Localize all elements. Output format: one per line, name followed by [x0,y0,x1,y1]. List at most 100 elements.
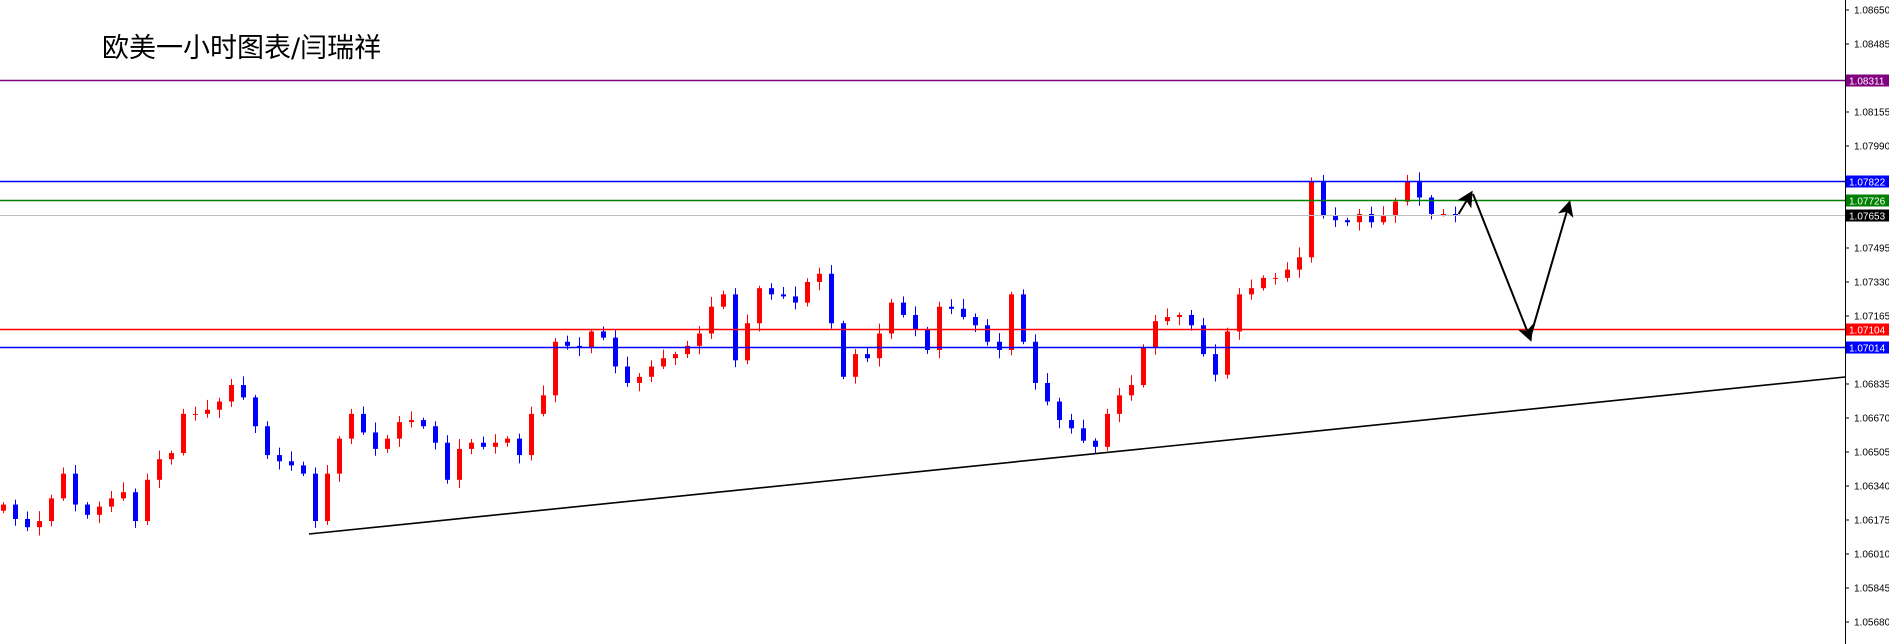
candle-body [889,302,894,334]
bear-candle [913,306,918,337]
candle-body [1117,395,1122,414]
bull-candle [145,473,150,525]
bull-candle [505,436,510,447]
bull-candle [709,296,714,339]
candle-body [1357,214,1362,223]
bull-candle [97,501,102,524]
candle-body [241,385,246,398]
candle-body [1441,214,1446,215]
candle-body [1033,341,1038,383]
bear-candle [1345,217,1350,227]
bull-candle [457,439,462,489]
bear-candle [1081,419,1086,444]
candles-layer [1,172,1458,536]
candle-body [1249,288,1254,295]
candle-body [661,358,666,367]
candle-body [229,385,234,402]
axis-tick-label: 1.07990 [1854,142,1889,153]
candle-body [1345,220,1350,223]
candle-body [25,518,30,528]
bear-candle [613,330,618,374]
candle-body [1273,277,1278,279]
price-axis[interactable]: 1.08650 1.08485 1.08155 1.07990 1.07495 1.073… [1845,6,1889,629]
candle-body [181,413,186,454]
projection-arrow [1472,193,1534,342]
candle-body [61,473,66,499]
candle-body [1285,269,1290,278]
bull-candle [469,439,474,455]
bear-candle [1057,397,1062,429]
bear-candle [829,265,834,329]
candle-body [1021,294,1026,342]
bull-candle [1273,272,1278,285]
bull-candle [349,408,354,444]
level-price-label: 1.07104 [1849,326,1886,337]
candle-body [109,498,114,507]
level-price-label: 1.07726 [1849,197,1886,208]
candle-body [325,473,330,522]
bear-candle [481,436,486,450]
bull-candle [1249,279,1254,300]
bull-candle [193,406,198,421]
bull-candle [1153,314,1158,355]
candle-body [73,473,78,505]
axis-tick-label: 1.06505 [1854,448,1889,459]
candle-body [1153,321,1158,348]
bear-candle [265,421,270,460]
candle-body [217,401,222,410]
axis-tick-label: 1.05845 [1854,584,1889,595]
candle-body [277,455,282,462]
bear-candle [13,499,18,526]
bull-candle [877,323,882,367]
candle-body [361,413,366,433]
candle-body [301,465,306,474]
axis-tick-label: 1.06670 [1854,414,1889,425]
candle-body [733,294,738,361]
candle-body [601,331,606,338]
bull-candle [1285,262,1290,282]
bear-candle [997,333,1002,359]
candle-body [1417,181,1422,198]
candle-body [877,333,882,359]
candle-body [193,413,198,415]
candle-body [949,306,954,309]
chart-title: 欧美一小时图表/闫瑞祥 [102,33,382,64]
bear-candle [961,298,966,320]
bull-candle [217,397,222,418]
candle-body [1177,314,1182,318]
level-price-label: 1.08311 [1849,77,1885,88]
bear-candle [625,356,630,387]
candle-body [1369,214,1374,223]
bull-candle [157,450,162,489]
candle-body [1057,401,1062,421]
bear-candle [289,451,294,471]
bull-candle [1129,375,1134,401]
candle-body [1309,181,1314,258]
candle-body [1045,382,1050,402]
candle-body [421,420,426,427]
bear-candle [985,319,990,346]
bear-candle [865,346,870,363]
axis-tick-label: 1.08650 [1854,6,1889,17]
candle-body [853,354,858,377]
bear-candle [1201,317,1206,357]
bull-candle [1165,308,1170,326]
bull-candle [169,450,174,465]
bear-candle [781,286,786,299]
axis-tick-label: 1.07330 [1854,278,1889,289]
candle-body [1333,216,1338,221]
candle-body [913,314,918,330]
bear-candle [301,461,306,477]
bull-candle [697,326,702,355]
bear-candle [1333,207,1338,227]
bear-candle [1045,373,1050,406]
bull-candle [649,360,654,383]
candle-body [829,273,834,324]
bull-candle [673,351,678,366]
axis-tick-label: 1.08485 [1854,40,1889,51]
candle-body [1429,197,1434,214]
candle-body [1381,216,1386,223]
candle-body [445,442,450,480]
axis-tick-label: 1.05680 [1854,618,1889,629]
